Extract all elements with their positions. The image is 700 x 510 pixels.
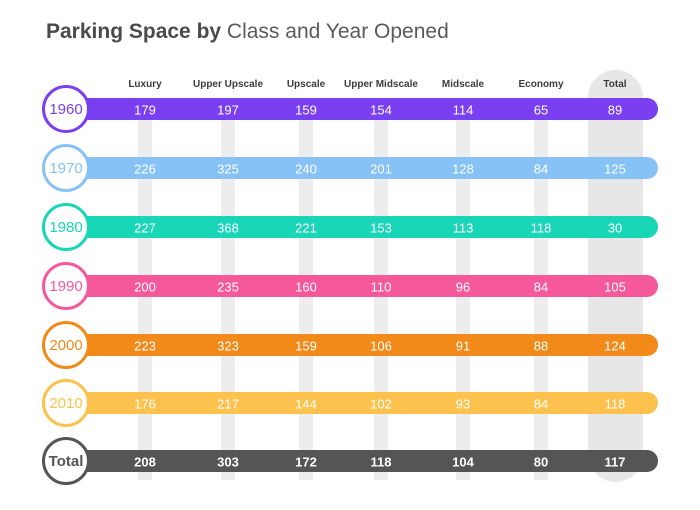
- column-header: Midscale: [441, 79, 485, 90]
- table-cell: 106: [370, 338, 392, 354]
- table-cell: 110: [370, 279, 392, 295]
- row-bar: [68, 392, 658, 414]
- table-cell: 84: [533, 279, 549, 295]
- table-cell: 153: [370, 220, 392, 236]
- table-cell: 104: [452, 454, 474, 470]
- table-cell: 208: [134, 454, 156, 470]
- table-cell: 118: [604, 396, 626, 412]
- chart-title: Parking Space by Class and Year Opened: [46, 20, 449, 44]
- table-cell: 159: [295, 338, 317, 354]
- table-cell: 201: [370, 161, 392, 177]
- table-cell: 176: [134, 396, 156, 412]
- column-header: Luxury: [128, 79, 162, 90]
- table-cell: 144: [295, 396, 317, 412]
- table-cell: 105: [604, 279, 626, 295]
- table-cell: 240: [295, 161, 317, 177]
- table-cell: 30: [607, 220, 623, 236]
- row-bar: [68, 275, 658, 297]
- table-cell: 80: [533, 454, 549, 470]
- row-label: 1980: [42, 203, 90, 251]
- column-header: Upscale: [286, 79, 326, 90]
- row-label: Total: [42, 437, 90, 485]
- row-label: 2010: [42, 379, 90, 427]
- table-cell: 217: [217, 396, 239, 412]
- table-cell: 102: [370, 396, 392, 412]
- table-cell: 223: [134, 338, 156, 354]
- table-cell: 197: [217, 102, 239, 118]
- table-cell: 84: [533, 396, 549, 412]
- row-bar: [68, 157, 658, 179]
- table-cell: 118: [370, 454, 392, 470]
- row-bar: [68, 450, 658, 472]
- table-cell: 113: [452, 220, 474, 236]
- table-cell: 200: [134, 279, 156, 295]
- title-light: Class and Year Opened: [226, 20, 449, 43]
- column-header: Upper Upscale: [192, 79, 264, 90]
- column-header: Upper Midscale: [344, 79, 418, 90]
- table-cell: 96: [455, 279, 471, 295]
- row-label: 1960: [42, 85, 90, 133]
- table-cell: 172: [295, 454, 317, 470]
- table-cell: 117: [604, 454, 626, 470]
- table-cell: 227: [134, 220, 156, 236]
- table-cell: 179: [134, 102, 156, 118]
- column-header: Economy: [518, 79, 564, 90]
- table-cell: 154: [370, 102, 392, 118]
- table-cell: 124: [604, 338, 626, 354]
- row-label: 1970: [42, 144, 90, 192]
- table-cell: 118: [530, 220, 552, 236]
- table-cell: 368: [217, 220, 239, 236]
- table-cell: 235: [217, 279, 239, 295]
- table-cell: 125: [604, 161, 626, 177]
- row-bar: [68, 216, 658, 238]
- row-label: 1990: [42, 262, 90, 310]
- table-cell: 303: [217, 454, 239, 470]
- table-cell: 128: [452, 161, 474, 177]
- table-cell: 160: [295, 279, 317, 295]
- table-cell: 325: [217, 161, 239, 177]
- table-cell: 89: [607, 102, 623, 118]
- table-cell: 88: [533, 338, 549, 354]
- table-cell: 114: [452, 102, 474, 118]
- table-cell: 159: [295, 102, 317, 118]
- column-header: Total: [603, 79, 627, 90]
- table-cell: 221: [295, 220, 317, 236]
- table-cell: 323: [217, 338, 239, 354]
- row-bar: [68, 98, 658, 120]
- row-bar: [68, 334, 658, 356]
- table-cell: 226: [134, 161, 156, 177]
- table-cell: 91: [455, 338, 471, 354]
- row-label: 2000: [42, 321, 90, 369]
- table-cell: 65: [533, 102, 549, 118]
- table-cell: 93: [455, 396, 471, 412]
- table-cell: 84: [533, 161, 549, 177]
- title-bold: Parking Space by: [46, 20, 222, 43]
